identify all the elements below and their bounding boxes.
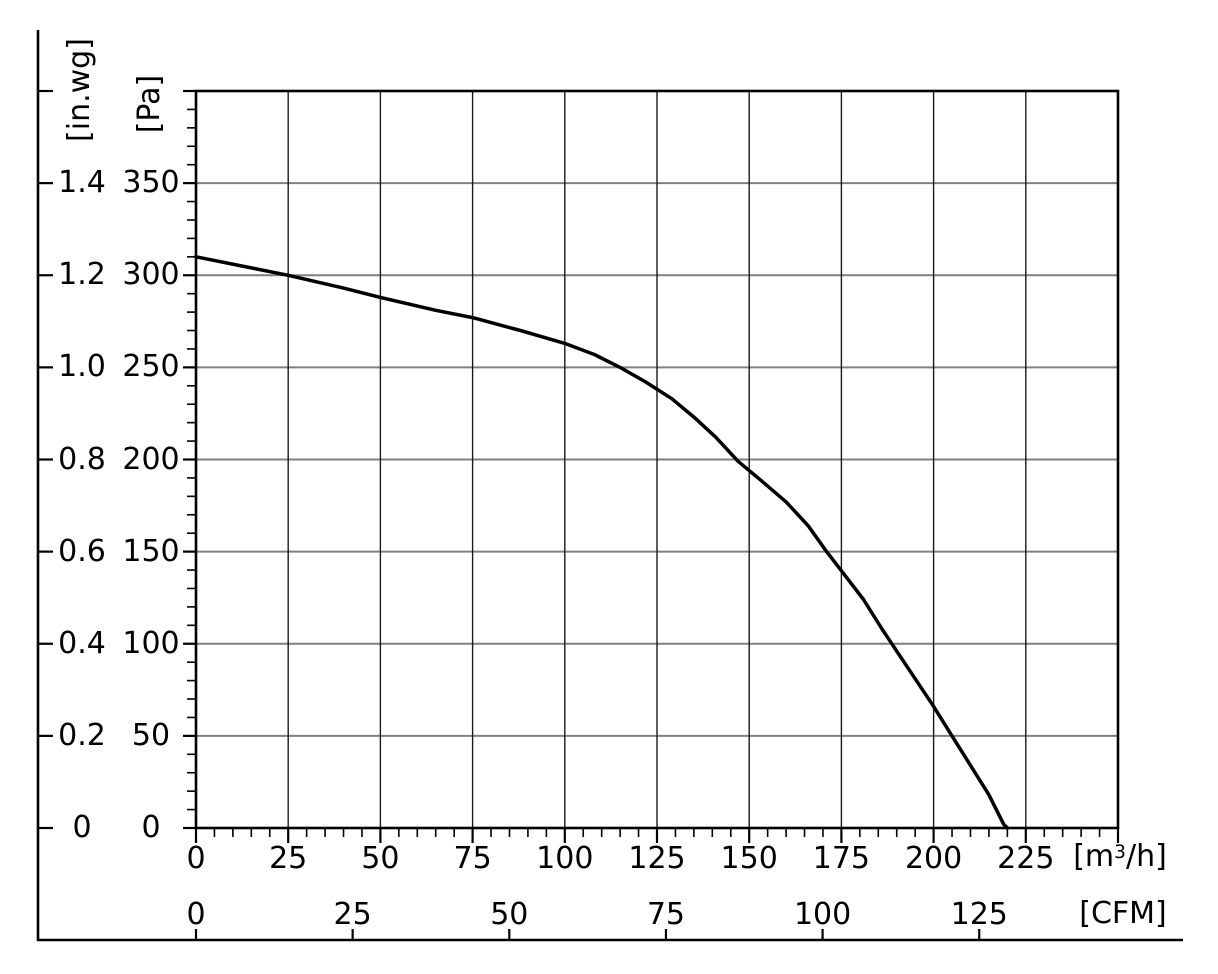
inwg-tick-label: 0.2 [58,717,106,753]
inwg-tick-label: 0 [72,810,92,845]
pa-tick-label: 150 [122,533,180,569]
pressure-curve [194,255,1010,830]
pa-tick-label: 50 [131,717,171,753]
inwg-tick-label: 0.6 [58,533,106,569]
cfm-tick-label: 75 [646,897,686,932]
m3h-tick-label: 150 [720,841,778,876]
plot-border [194,89,1120,830]
m3h-tick-label: 125 [628,841,686,876]
inwg-tick-label: 1.4 [58,165,106,201]
inwg-tick-label: 0.8 [58,441,106,477]
m3h-tick-label: 200 [904,841,963,876]
cfm-tick-label: 50 [490,897,529,932]
m3h-tick-label: 100 [536,841,594,876]
cfm-tick-label: 125 [950,897,1008,932]
inwg-tick-label: 1.2 [58,257,106,293]
y-axis-unit-inwg: [in.wg] [62,38,97,142]
inwg-tick-label: 0.4 [58,625,106,661]
pa-tick-label: 200 [122,441,180,477]
x-axis-unit-m3h-superscript: 3 [1114,842,1126,863]
inwg-tick-label: 1.0 [58,349,106,385]
m3h-tick-label: 50 [361,841,400,876]
cfm-tick-label: 0 [186,897,206,932]
pa-tick-label: 350 [122,165,180,201]
m3h-tick-label: 225 [997,841,1055,876]
pa-tick-label: 250 [122,349,180,385]
pa-tick-label: 300 [122,257,180,293]
x-axis-unit-cfm: [CFM] [1079,896,1167,931]
x-axis-unit-m3h-suffix: /h] [1125,839,1167,874]
m3h-tick-label: 75 [453,841,492,876]
x-axis-unit-m3h: [m3/h] [1073,842,1167,872]
m3h-tick-label: 0 [186,841,206,876]
x-axis-unit-m3h-prefix: [m [1073,839,1115,874]
cfm-tick-label: 25 [333,897,372,932]
cfm-tick-label: 100 [793,897,852,932]
m3h-tick-label: 175 [812,841,871,876]
m3h-tick-label: 25 [269,841,308,876]
pa-tick-label: 100 [122,625,180,661]
y-axis-unit-pa: [Pa] [132,74,167,134]
pa-tick-label: 0 [141,810,161,845]
